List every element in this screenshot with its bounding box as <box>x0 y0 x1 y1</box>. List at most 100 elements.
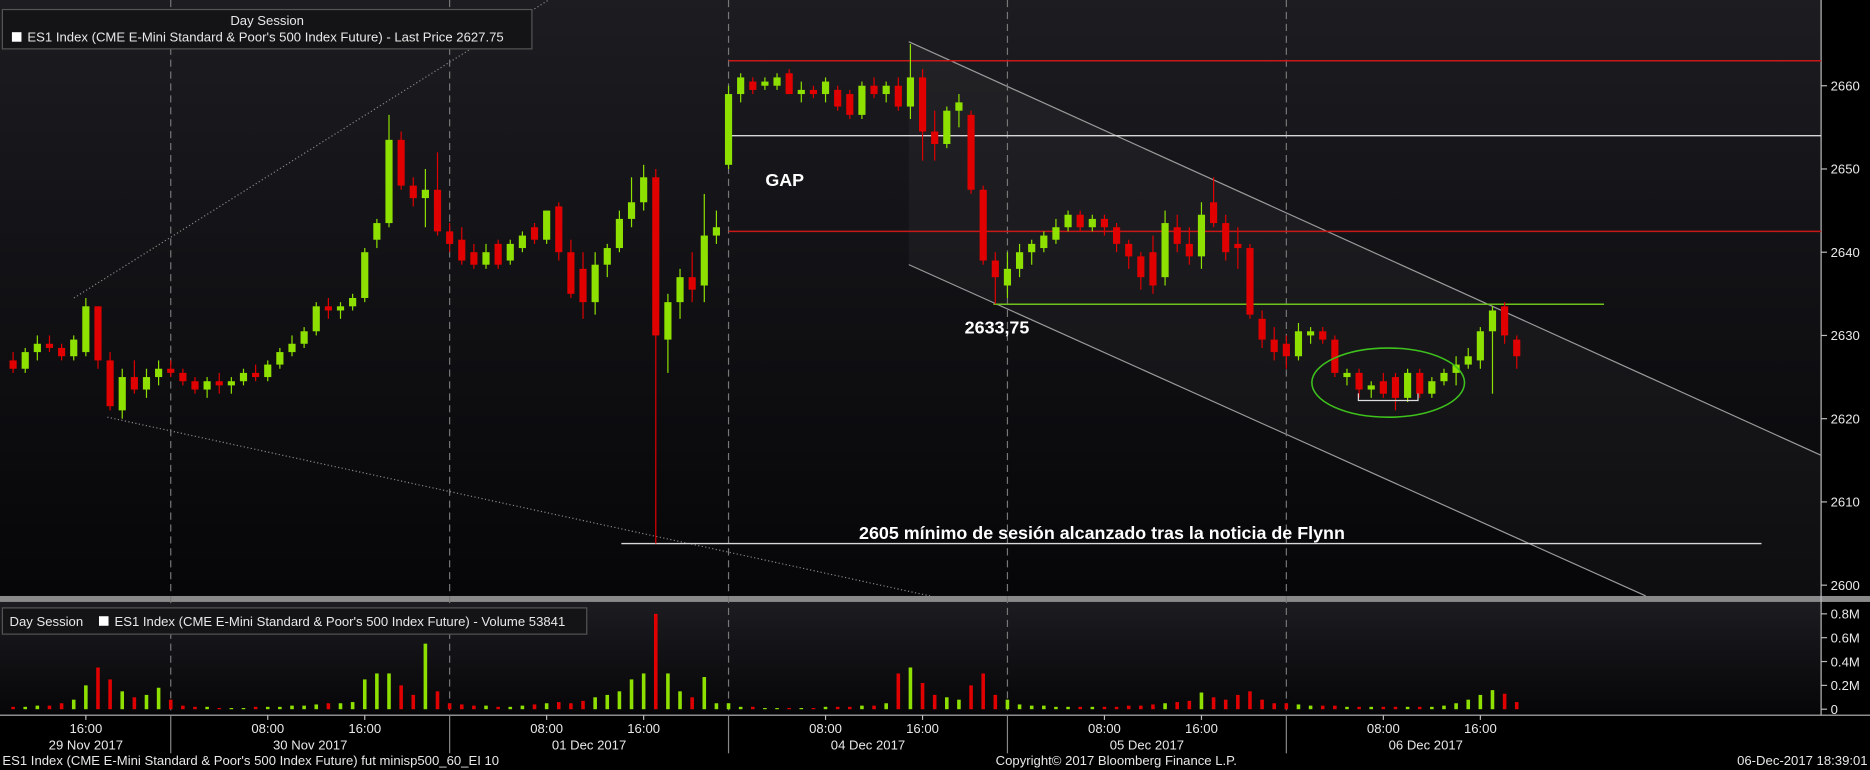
volume-bar <box>1248 691 1252 710</box>
candle-body <box>834 89 842 107</box>
candle-body <box>724 94 733 165</box>
volume-bar <box>811 708 816 710</box>
volume-bar <box>1442 705 1446 710</box>
candle-body <box>1052 227 1060 240</box>
candle-body <box>227 381 235 386</box>
volume-bar <box>787 708 791 710</box>
candle-body <box>9 360 17 369</box>
candle-body <box>300 331 308 344</box>
volume-bar <box>144 694 149 710</box>
volume-bar <box>84 685 88 710</box>
candle-body <box>155 368 163 378</box>
volume-bar <box>217 708 222 710</box>
candle-body <box>1015 252 1024 269</box>
candle-body <box>1270 339 1278 353</box>
volume-bar <box>969 685 973 710</box>
volume-bar <box>544 703 549 710</box>
candle-body <box>749 81 757 90</box>
candle-body <box>1294 331 1303 357</box>
volume-bar <box>1236 694 1240 710</box>
volume-bar <box>1296 704 1301 710</box>
footer-right: 06-Dec-2017 18:39:01 <box>1737 753 1868 768</box>
volume-bar <box>1466 699 1471 710</box>
candle-body <box>1501 306 1509 336</box>
candle-body <box>264 364 272 378</box>
candle-body <box>676 277 684 303</box>
volume-bar <box>23 706 28 710</box>
volume-bar <box>472 705 476 710</box>
candle-body <box>906 77 915 107</box>
candle-body <box>967 114 975 190</box>
candle-body <box>118 377 126 411</box>
candle-body <box>312 306 320 332</box>
volume-bar <box>1357 706 1361 710</box>
candle-body <box>1234 243 1242 249</box>
volume-bar <box>775 708 779 710</box>
candle-body <box>1464 356 1472 365</box>
candle-body <box>239 372 248 382</box>
candle-body <box>797 89 805 95</box>
candle-body <box>1040 235 1048 249</box>
volume-bar <box>872 705 876 710</box>
gap-label: GAP <box>765 170 804 190</box>
candle-body <box>1185 243 1193 257</box>
volume-bar <box>993 694 998 710</box>
volume-bar <box>751 706 755 710</box>
candle-body <box>543 210 551 240</box>
volume-bar <box>690 697 694 710</box>
volume-bar <box>96 667 100 710</box>
y-tick-label: 0.4M <box>1831 654 1860 669</box>
candle-body <box>761 81 769 86</box>
x-tick-label: 08:00 <box>1088 721 1121 736</box>
candle-body <box>203 381 211 390</box>
candle-body <box>918 77 927 132</box>
date-label: 01 Dec 2017 <box>552 738 626 753</box>
volume-bar <box>71 699 76 710</box>
candle-body <box>518 235 526 249</box>
volume-bar <box>1090 706 1095 710</box>
y-tick-label: 2640 <box>1831 245 1860 260</box>
volume-bar <box>1223 699 1228 710</box>
candle-body <box>821 81 830 95</box>
candle-body <box>179 372 187 382</box>
volume-bar <box>229 708 234 710</box>
volume-bar <box>908 667 913 710</box>
candle-body <box>1367 385 1375 390</box>
panel-divider <box>0 595 1870 602</box>
volume-bar <box>641 673 646 710</box>
trendline-upper <box>73 0 549 299</box>
candle-body <box>1319 331 1327 340</box>
volume-bar <box>459 704 464 710</box>
candle-body <box>421 189 429 199</box>
volume-bar <box>1163 703 1167 710</box>
candle-body <box>1197 214 1206 257</box>
candle-body <box>579 268 587 303</box>
volume-bar <box>763 708 767 710</box>
volume-bar <box>678 691 682 710</box>
volume-bar <box>350 702 355 710</box>
candle-body <box>1088 218 1096 228</box>
volume-bar <box>1211 697 1216 710</box>
candle-body <box>664 302 672 340</box>
y-tick-label: 0 <box>1831 702 1838 717</box>
x-tick-label: 08:00 <box>809 721 842 736</box>
volume-bar <box>884 703 888 710</box>
flynn-label: 2605 mínimo de sesión alcanzado tras la … <box>859 523 1345 543</box>
low-label: 2633,75 <box>965 318 1030 338</box>
candle-body <box>555 206 563 253</box>
candle-body <box>130 377 138 390</box>
volume-bar <box>1042 705 1046 710</box>
x-tick-label: 16:00 <box>627 721 660 736</box>
candle-body <box>979 189 987 261</box>
volume-bar <box>35 705 40 710</box>
volume-bar <box>1078 706 1082 710</box>
volume-bar <box>1029 705 1034 710</box>
candle-body <box>215 381 223 386</box>
candle-body <box>1246 248 1254 315</box>
candle-body <box>276 352 284 365</box>
volume-bar <box>156 687 161 710</box>
volume-bar <box>1417 706 1422 710</box>
volume-bar <box>484 705 488 710</box>
candle-body <box>1161 223 1169 278</box>
candle-body <box>773 77 781 86</box>
